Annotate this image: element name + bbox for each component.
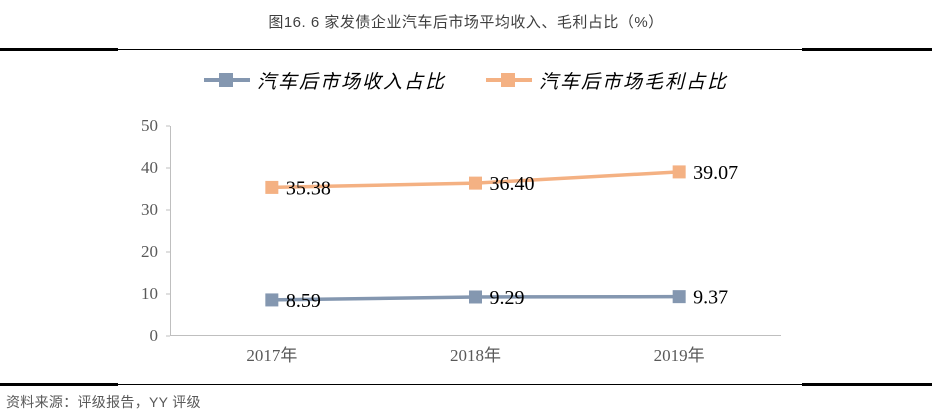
plot-svg: 8.59 9.29 9.37 35.38 36.40 39.07 xyxy=(166,125,781,337)
y-tick-label: 40 xyxy=(141,158,158,177)
data-label: 9.37 xyxy=(693,287,728,309)
top-rule-thin-line xyxy=(0,49,932,50)
legend-item-gross-profit-share: 汽车后市场毛利占比 xyxy=(486,67,728,94)
top-rule-thick-right-segment xyxy=(802,48,932,51)
line-with-square-marker-icon xyxy=(203,73,250,87)
data-label: 36.40 xyxy=(490,173,535,195)
line-with-square-marker-icon xyxy=(486,73,532,87)
data-label: 35.38 xyxy=(286,177,331,199)
legend-square-marker xyxy=(501,73,515,87)
chart-title: 图16. 6 家发债企业汽车后市场平均收入、毛利占比（%） xyxy=(268,14,664,31)
y-tick-label: 0 xyxy=(149,326,159,345)
plot-area: 8.59 9.29 9.37 35.38 36.40 39.07 xyxy=(166,125,781,337)
bottom-rule xyxy=(0,383,932,386)
x-tick-label: 2019年 xyxy=(653,346,705,365)
top-rule-thick-left-segment xyxy=(0,48,118,51)
chart-legend: 汽车后市场收入占比 汽车后市场毛利占比 xyxy=(0,66,932,94)
y-tick-label: 10 xyxy=(141,284,158,303)
legend-item-revenue-share: 汽车后市场收入占比 xyxy=(203,67,446,94)
legend-square-marker xyxy=(218,73,233,87)
data-label: 8.59 xyxy=(286,290,321,312)
bottom-rule-thin-line xyxy=(0,384,932,385)
bottom-rule-thick-left-segment xyxy=(0,383,118,386)
legend-label-gross-profit-share: 汽车后市场毛利占比 xyxy=(539,71,729,93)
y-tick-label: 50 xyxy=(141,116,158,135)
data-label: 9.29 xyxy=(490,287,525,309)
y-tick-label: 30 xyxy=(141,200,158,219)
data-label: 39.07 xyxy=(693,162,738,184)
x-tick-label: 2018年 xyxy=(450,346,501,365)
source-note: 资料来源：评级报告，YY 评级 xyxy=(6,394,201,410)
x-tick-label: 2017年 xyxy=(246,346,298,365)
y-tick-label: 20 xyxy=(141,242,158,261)
bottom-rule-thick-right-segment xyxy=(802,383,932,386)
top-rule xyxy=(0,48,932,51)
legend-label-revenue-share: 汽车后市场收入占比 xyxy=(256,71,446,93)
